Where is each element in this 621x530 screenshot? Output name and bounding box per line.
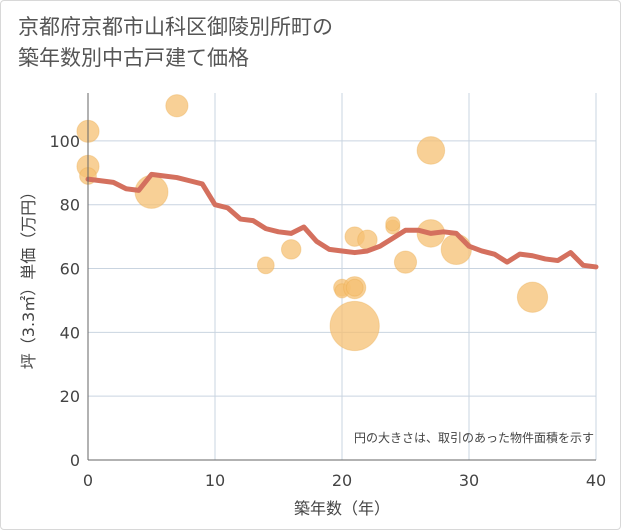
scatter-point xyxy=(345,278,364,297)
x-tick-label: 20 xyxy=(332,471,352,490)
y-tick-label: 20 xyxy=(60,387,80,406)
scatter-point xyxy=(329,300,380,352)
chart-title-line1: 京都府京都市山科区御陵別所町の xyxy=(18,15,333,39)
axes: 0 20 40 60 80 100 0 10 20 30 40 xyxy=(49,93,606,490)
y-axis-title: 坪（3.3㎡）単価（万円） xyxy=(19,184,38,369)
x-tick-label: 30 xyxy=(459,471,479,490)
y-tick-label: 100 xyxy=(49,132,80,151)
grid xyxy=(87,93,597,461)
y-tick-label: 60 xyxy=(60,260,80,279)
bubbles xyxy=(76,94,549,352)
scatter-point xyxy=(165,94,189,118)
x-tick-label: 0 xyxy=(83,471,93,490)
scatter-point xyxy=(393,250,418,274)
size-note: 円の大きさは、取引のあった物件面積を示す xyxy=(354,430,594,445)
scatter-point xyxy=(280,239,302,260)
y-tick-label: 80 xyxy=(60,196,80,215)
scatter-point xyxy=(256,256,275,275)
y-tick-label: 40 xyxy=(60,323,80,342)
scatter-point xyxy=(516,281,549,313)
x-axis-title: 築年数（年） xyxy=(294,499,390,518)
price-line xyxy=(85,171,599,270)
scatter-point xyxy=(416,136,446,165)
avg-price-line xyxy=(85,171,599,270)
chart-title: 京都府京都市山科区御陵別所町の 築年数別中古戸建て価格 xyxy=(18,12,333,74)
y-tick-label: 0 xyxy=(70,451,80,470)
chart-title-line2: 築年数別中古戸建て価格 xyxy=(18,46,249,70)
scatter-point xyxy=(440,233,472,266)
scatter-point xyxy=(385,216,401,232)
x-tick-label: 40 xyxy=(586,471,606,490)
x-tick-label: 10 xyxy=(205,471,225,490)
